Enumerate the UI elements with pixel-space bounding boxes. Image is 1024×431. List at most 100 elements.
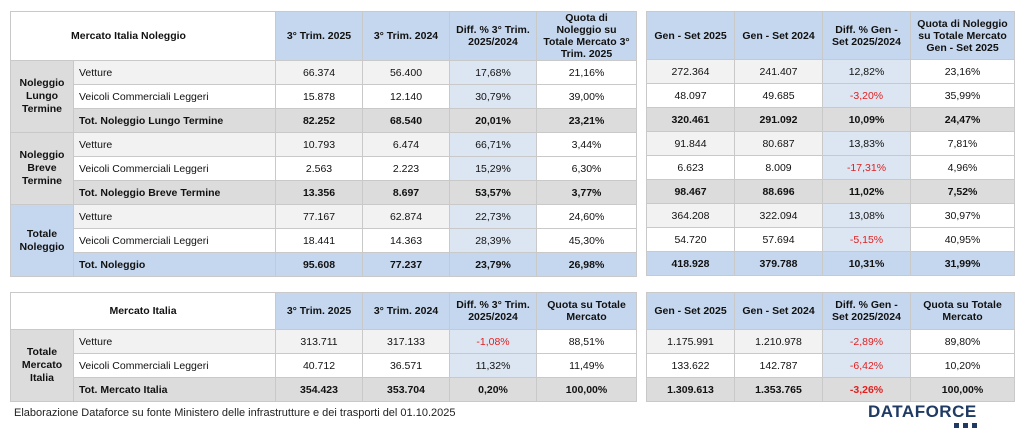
group-label: Noleggio Lungo Termine [10,60,74,133]
cell: 142.787 [734,353,823,378]
cell: -1,08% [449,329,538,354]
col-header: 3° Trim. 2024 [362,292,451,330]
col-header: Gen - Set 2025 [646,292,735,330]
cell: 30,97% [910,203,1015,228]
col-header: Gen - Set 2025 [646,11,735,60]
cell: 40.712 [275,353,364,378]
cell: 10,20% [910,353,1015,378]
cell: 1.210.978 [734,329,823,354]
cell: 317.133 [362,329,451,354]
col-header: Quota su Totale Mercato [910,292,1015,330]
row-label: Vetture [73,132,276,157]
cell: 1.175.991 [646,329,735,354]
rental-quarter-table: Mercato Italia Noleggio 3° Trim. 2025 3°… [10,11,637,277]
cell: 320.461 [646,107,735,132]
cell: 98.467 [646,179,735,204]
cell: 10,31% [822,251,911,276]
cell: 1.309.613 [646,377,735,402]
table-row: 54.720 57.694 -5,15% 40,95% [646,227,1015,252]
cell: 21,16% [536,60,637,85]
cell: 2.223 [362,156,450,181]
cell: -3,20% [822,83,911,108]
header-row: Gen - Set 2025 Gen - Set 2024 Diff. % Ge… [646,11,1015,60]
cell: 56.400 [362,60,450,85]
cell: 35,99% [910,83,1015,108]
table-title: Mercato Italia Noleggio [10,11,276,61]
table-row: 91.844 80.687 13,83% 7,81% [646,131,1015,156]
cell: 23,79% [449,252,537,277]
table-row: 6.623 8.009 -17,31% 4,96% [646,155,1015,180]
cell: 48.097 [646,83,735,108]
table-row: Veicoli Commerciali Leggeri 40.712 36.57… [11,353,638,378]
cell: 82.252 [275,108,363,133]
cell: 15,29% [449,156,537,181]
cell: 11,32% [449,353,538,378]
cell: 23,21% [536,108,637,133]
col-header: Diff. % Gen - Set 2025/2024 [822,11,911,60]
total-row: 418.928 379.788 10,31% 31,99% [646,251,1015,276]
row-label: Vetture [73,60,276,85]
row-label: Veicoli Commerciali Leggeri [73,156,276,181]
dataforce-logo: DATAFORCE [868,402,977,421]
cell: 57.694 [734,227,823,252]
cell: 241.407 [734,59,823,84]
cell: 11,02% [822,179,911,204]
source-footnote: Elaborazione Dataforce su fonte Minister… [14,407,456,419]
cell: 0,20% [449,377,538,402]
cell: 7,52% [910,179,1015,204]
total-row: 98.467 88.696 11,02% 7,52% [646,179,1015,204]
cell: 379.788 [734,251,823,276]
cell: 10,09% [822,107,911,132]
cell: 14.363 [362,228,450,253]
cell: 28,39% [449,228,537,253]
cell: 89,80% [910,329,1015,354]
group-label: Noleggio Breve Termine [10,132,74,205]
table-row: 364.208 322.094 13,08% 30,97% [646,203,1015,228]
cell: 24,60% [536,204,637,229]
table-row: 272.364 241.407 12,82% 23,16% [646,59,1015,84]
market-ytd-table: Gen - Set 2025 Gen - Set 2024 Diff. % Ge… [646,292,1015,402]
col-header: Quota su Totale Mercato [536,292,638,330]
cell: 39,00% [536,84,637,109]
col-header: 3° Trim. 2025 [275,292,364,330]
row-label: Tot. Noleggio Lungo Termine [73,108,276,133]
cell: 53,57% [449,180,537,205]
cell: 364.208 [646,203,735,228]
row-label: Veicoli Commerciali Leggeri [73,228,276,253]
cell: 23,16% [910,59,1015,84]
cell: -17,31% [822,155,911,180]
cell: 91.844 [646,131,735,156]
cell: 100,00% [536,377,638,402]
cell: 6.623 [646,155,735,180]
cell: 6,30% [536,156,637,181]
header-row: Gen - Set 2025 Gen - Set 2024 Diff. % Ge… [646,292,1015,330]
table-row: 1.175.991 1.210.978 -2,89% 89,80% [646,329,1015,354]
cell: 18.441 [275,228,363,253]
table-row: Veicoli Commerciali Leggeri 2.563 2.223 … [11,156,637,181]
col-header: Gen - Set 2024 [734,11,823,60]
cell: 45,30% [536,228,637,253]
cell: 4,96% [910,155,1015,180]
total-row: Tot. Noleggio Breve Termine 13.356 8.697… [11,180,637,205]
cell: 40,95% [910,227,1015,252]
cell: 77.167 [275,204,363,229]
cell: 77.237 [362,252,450,277]
cell: 418.928 [646,251,735,276]
row-label: Tot. Noleggio Breve Termine [73,180,276,205]
total-row: Tot. Mercato Italia 354.423 353.704 0,20… [11,377,638,402]
table-row: Noleggio Breve Termine Vetture 10.793 6.… [10,132,637,205]
cell: 24,47% [910,107,1015,132]
header-row: Mercato Italia 3° Trim. 2025 3° Trim. 20… [9,292,638,330]
rental-ytd-table: Gen - Set 2025 Gen - Set 2024 Diff. % Ge… [646,11,1015,276]
cell: 1.353.765 [734,377,823,402]
row-label: Tot. Mercato Italia [72,377,277,402]
cell: 31,99% [910,251,1015,276]
cell: 66,71% [449,132,537,157]
row-label: Vetture [72,329,277,354]
cell: 20,01% [449,108,537,133]
market-quarter-table: Mercato Italia 3° Trim. 2025 3° Trim. 20… [9,292,638,402]
table-row: Veicoli Commerciali Leggeri 18.441 14.36… [11,228,637,253]
cell: 291.092 [734,107,823,132]
cell: 36.571 [362,353,451,378]
cell: 12,82% [822,59,911,84]
